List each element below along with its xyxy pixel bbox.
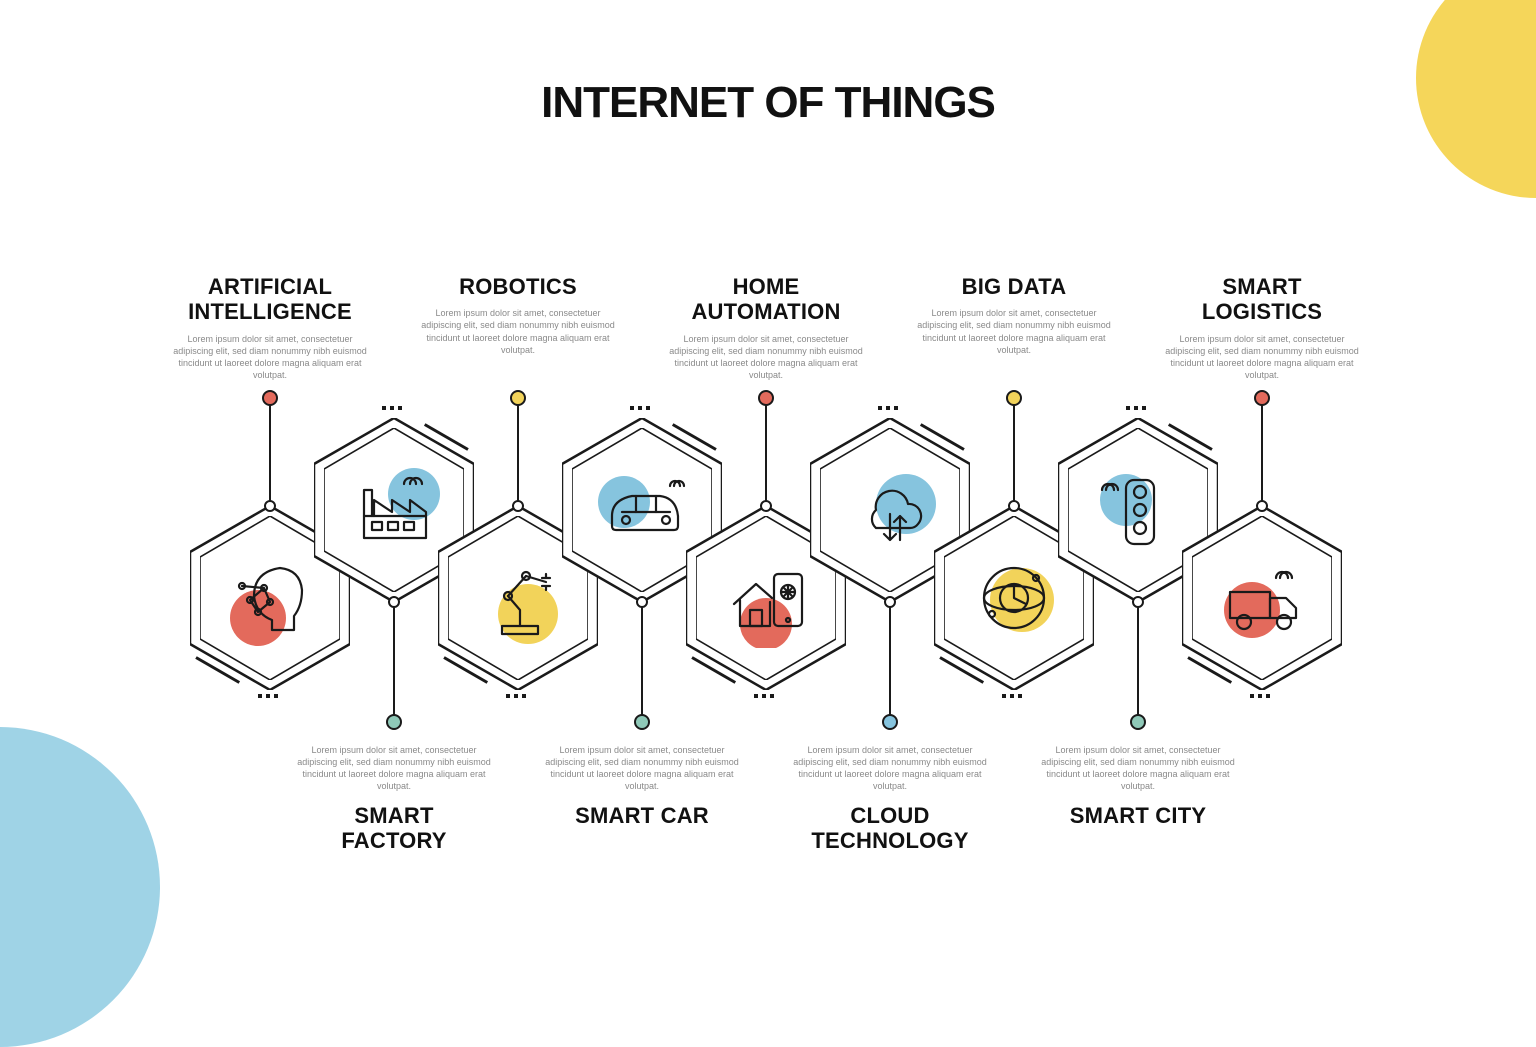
city-icon [1088, 460, 1188, 560]
connector [889, 602, 891, 722]
item-title: SMART FACTORY [284, 803, 504, 854]
connector [1137, 602, 1139, 722]
item-cloud: Lorem ipsum dolor sit amet, consectetuer… [780, 736, 1000, 853]
item-title: BIG DATA [904, 274, 1124, 299]
item-title: CLOUD TECHNOLOGY [780, 803, 1000, 854]
connector [1261, 398, 1263, 506]
pin-joint [388, 596, 400, 608]
pin-joint [760, 500, 772, 512]
item-factory: Lorem ipsum dolor sit amet, consectetuer… [284, 736, 504, 853]
pin [510, 390, 526, 406]
page-title: INTERNET OF THINGS [0, 78, 1536, 128]
infographic-stage: ARTIFICIAL INTELLIGENCE Lorem ipsum dolo… [0, 258, 1536, 858]
pin [634, 714, 650, 730]
pin-joint [1256, 500, 1268, 512]
item-title: ARTIFICIAL INTELLIGENCE [160, 274, 380, 325]
cloud-icon [840, 460, 940, 560]
pin-joint [512, 500, 524, 512]
item-title: SMART CAR [532, 803, 752, 828]
hex-logistics [1182, 506, 1342, 690]
connector [393, 602, 395, 722]
item-body: Lorem ipsum dolor sit amet, consectetuer… [904, 307, 1124, 356]
logistics-icon [1212, 548, 1312, 648]
item-title: SMART LOGISTICS [1152, 274, 1372, 325]
connector [1013, 398, 1015, 506]
pin-joint [264, 500, 276, 512]
item-bigdata: BIG DATA Lorem ipsum dolor sit amet, con… [904, 274, 1124, 356]
bigdata-icon [964, 548, 1064, 648]
pin-joint [884, 596, 896, 608]
factory-icon [344, 460, 444, 560]
item-robotics: ROBOTICS Lorem ipsum dolor sit amet, con… [408, 274, 628, 356]
item-body: Lorem ipsum dolor sit amet, consectetuer… [1028, 744, 1248, 793]
pin [1006, 390, 1022, 406]
item-body: Lorem ipsum dolor sit amet, consectetuer… [408, 307, 628, 356]
connector [765, 398, 767, 506]
item-body: Lorem ipsum dolor sit amet, consectetuer… [532, 744, 752, 793]
robotics-icon [468, 548, 568, 648]
item-ai: ARTIFICIAL INTELLIGENCE Lorem ipsum dolo… [160, 274, 380, 381]
item-title: ROBOTICS [408, 274, 628, 299]
connector [517, 398, 519, 506]
pin [758, 390, 774, 406]
connector [641, 602, 643, 722]
pin [1130, 714, 1146, 730]
connector [269, 398, 271, 506]
item-body: Lorem ipsum dolor sit amet, consectetuer… [656, 333, 876, 382]
pin-joint [636, 596, 648, 608]
ai-icon [220, 548, 320, 648]
item-body: Lorem ipsum dolor sit amet, consectetuer… [160, 333, 380, 382]
item-city: Lorem ipsum dolor sit amet, consectetuer… [1028, 736, 1248, 828]
item-title: HOME AUTOMATION [656, 274, 876, 325]
item-body: Lorem ipsum dolor sit amet, consectetuer… [1152, 333, 1372, 382]
home-icon [716, 548, 816, 648]
item-body: Lorem ipsum dolor sit amet, consectetuer… [780, 744, 1000, 793]
car-icon [592, 460, 692, 560]
pin [882, 714, 898, 730]
pin-joint [1132, 596, 1144, 608]
pin-joint [1008, 500, 1020, 512]
item-logistics: SMART LOGISTICS Lorem ipsum dolor sit am… [1152, 274, 1372, 381]
item-car: Lorem ipsum dolor sit amet, consectetuer… [532, 736, 752, 828]
item-home: HOME AUTOMATION Lorem ipsum dolor sit am… [656, 274, 876, 381]
pin [1254, 390, 1270, 406]
decor-corner-tr [1416, 0, 1536, 198]
pin [386, 714, 402, 730]
pin [262, 390, 278, 406]
item-body: Lorem ipsum dolor sit amet, consectetuer… [284, 744, 504, 793]
item-title: SMART CITY [1028, 803, 1248, 828]
